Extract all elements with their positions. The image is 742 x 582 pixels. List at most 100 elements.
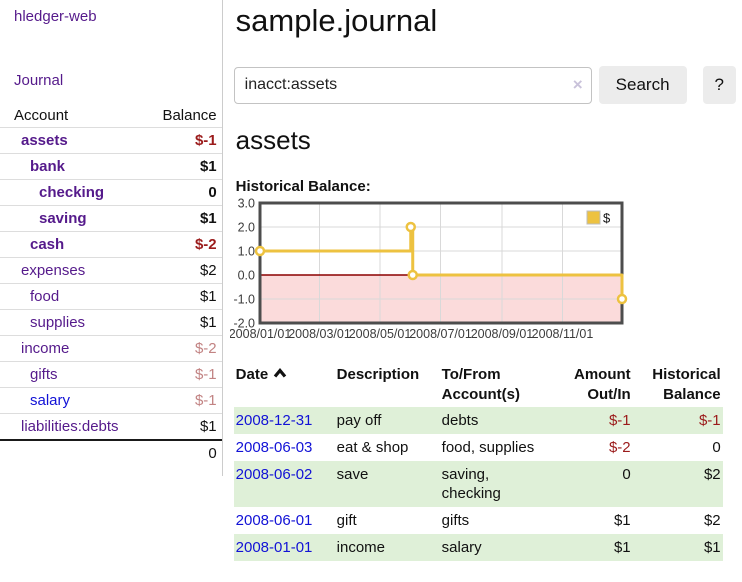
main-content: sample.journal × Search ? assets Histori… <box>223 0 742 561</box>
account-balance: $1 <box>199 288 217 305</box>
register-row: 2008-06-03 eat & shop food, supplies $-2 0 <box>234 434 723 461</box>
app-title-link[interactable]: hledger-web <box>14 8 97 25</box>
transaction-description: income <box>336 539 386 556</box>
register-table: Date Description To/From Account(s) Amount Ou… <box>233 363 723 561</box>
x-tick-label: 2008/01/01 <box>230 327 291 340</box>
x-tick-label: 2008/07/01 <box>409 327 472 340</box>
register-header-to-from: To/From Account(s) <box>441 366 520 403</box>
register-row: 2008-06-02 save saving, checking 0 $2 <box>233 461 723 507</box>
legend-swatch <box>586 210 601 225</box>
search-bar: × Search ? <box>233 66 736 104</box>
transaction-amount: 0 <box>622 466 631 483</box>
y-tick-label: -2.0 <box>233 317 255 331</box>
account-balance: 0 <box>208 184 217 201</box>
account-heading: assets <box>235 125 311 155</box>
transaction-balance: $2 <box>703 512 721 529</box>
account-balance: $1 <box>199 418 217 435</box>
transaction-accounts: gifts <box>441 512 470 529</box>
account-balance: $-1 <box>194 132 217 149</box>
account-row: checking 0 <box>0 179 222 206</box>
transaction-balance: $2 <box>703 466 721 483</box>
account-row: salary $-1 <box>0 387 222 414</box>
y-tick-label: 0.0 <box>237 269 254 283</box>
transaction-description: eat & shop <box>336 439 409 456</box>
chart-legend: $ <box>586 210 611 226</box>
transaction-date-link[interactable]: 2008-06-03 <box>235 439 313 456</box>
account-balance: $2 <box>199 262 217 279</box>
account-row: bank $1 <box>0 153 222 180</box>
accounts-total-row: 0 <box>0 440 222 466</box>
account-link-expenses[interactable]: expenses <box>21 262 86 279</box>
transaction-date-link[interactable]: 2008-12-31 <box>235 412 313 429</box>
clear-search-icon[interactable]: × <box>572 74 583 94</box>
chart-svg: $3.0 2.0 1.0 0.0 -1.0 -2.02008/01/012008/03/0… <box>230 197 627 340</box>
search-input[interactable] <box>233 66 592 104</box>
sort-ascending-icon <box>273 368 287 378</box>
transaction-description: save <box>336 466 369 483</box>
accounts-header-account: Account <box>14 107 69 124</box>
account-row: gifts $-1 <box>0 361 222 388</box>
account-link-bank[interactable]: bank <box>30 158 66 175</box>
account-link-assets[interactable]: assets <box>21 132 68 149</box>
search-button[interactable]: Search <box>598 66 687 104</box>
transaction-accounts: debts <box>441 412 479 429</box>
account-balance: $-1 <box>194 392 217 409</box>
x-tick-label: 2008/11/01 <box>531 327 593 340</box>
y-tick-label: 3.0 <box>237 197 254 211</box>
legend-label: $ <box>603 211 611 226</box>
account-row: assets $-1 <box>0 127 222 154</box>
account-row: supplies $1 <box>0 309 222 336</box>
x-tick-label: 2008/03/01 <box>288 327 351 340</box>
data-point-marker <box>254 245 265 257</box>
transaction-date-link[interactable]: 2008-06-02 <box>235 466 313 483</box>
account-link-income[interactable]: income <box>21 340 70 357</box>
account-row: income $-2 <box>0 335 222 362</box>
register-header-historical: Historical Balance <box>652 366 721 403</box>
account-link-salary[interactable]: salary <box>30 392 71 409</box>
transaction-balance: $1 <box>703 539 721 556</box>
help-button[interactable]: ? <box>702 66 736 104</box>
account-link-gifts[interactable]: gifts <box>30 366 58 383</box>
y-tick-label: 1.0 <box>237 245 254 259</box>
y-tick-label: 2.0 <box>237 221 254 235</box>
account-link-liabilities-debts[interactable]: liabilities:debts <box>21 418 119 435</box>
transaction-amount: $-1 <box>608 412 631 429</box>
register-row: 2008-01-01 income salary $1 $1 <box>233 534 723 561</box>
transaction-amount: $1 <box>613 539 631 556</box>
x-tick-label: 2008/09/01 <box>470 327 533 340</box>
transaction-accounts: food, supplies <box>441 439 535 456</box>
account-balance: $1 <box>199 158 217 175</box>
account-link-food[interactable]: food <box>30 288 60 305</box>
transaction-description: pay off <box>336 412 382 429</box>
accounts-table: Account Balance assets $-1 bank $1 checking 0… <box>0 104 222 466</box>
data-point-marker <box>407 269 418 281</box>
account-link-supplies[interactable]: supplies <box>30 314 86 331</box>
transaction-date-link[interactable]: 2008-06-01 <box>235 512 313 529</box>
transaction-description: gift <box>336 512 357 529</box>
page-title: sample.journal <box>235 3 438 38</box>
data-point-marker <box>616 293 627 305</box>
account-link-saving[interactable]: saving <box>39 210 87 227</box>
data-point-marker <box>405 221 416 233</box>
hledger-web-app: hledger-web Journal Account Balance asse… <box>0 0 742 561</box>
sidebar: hledger-web Journal Account Balance asse… <box>0 0 223 476</box>
transaction-date-link[interactable]: 2008-01-01 <box>235 539 313 556</box>
register-header-date[interactable]: Date <box>234 363 335 407</box>
account-row: liabilities:debts $1 <box>0 413 222 441</box>
account-balance: $1 <box>199 314 217 331</box>
transaction-accounts: saving, checking <box>441 466 501 502</box>
account-link-cash[interactable]: cash <box>30 236 65 253</box>
account-row: food $1 <box>0 283 222 310</box>
y-tick-label: -1.0 <box>233 293 255 307</box>
account-balance: $1 <box>199 210 217 227</box>
sidebar-item-journal[interactable]: Journal <box>14 72 64 89</box>
transaction-balance: 0 <box>712 439 721 456</box>
account-balance: $-1 <box>194 366 217 383</box>
register-header-description: Description <box>336 366 420 383</box>
x-tick-label: 2008/05/01 <box>348 327 411 340</box>
transaction-balance: $-1 <box>698 412 721 429</box>
chart-title: Historical Balance: <box>235 178 371 195</box>
accounts-total-value: 0 <box>208 445 217 462</box>
account-balance: $-2 <box>194 340 217 357</box>
account-link-checking[interactable]: checking <box>39 184 105 201</box>
